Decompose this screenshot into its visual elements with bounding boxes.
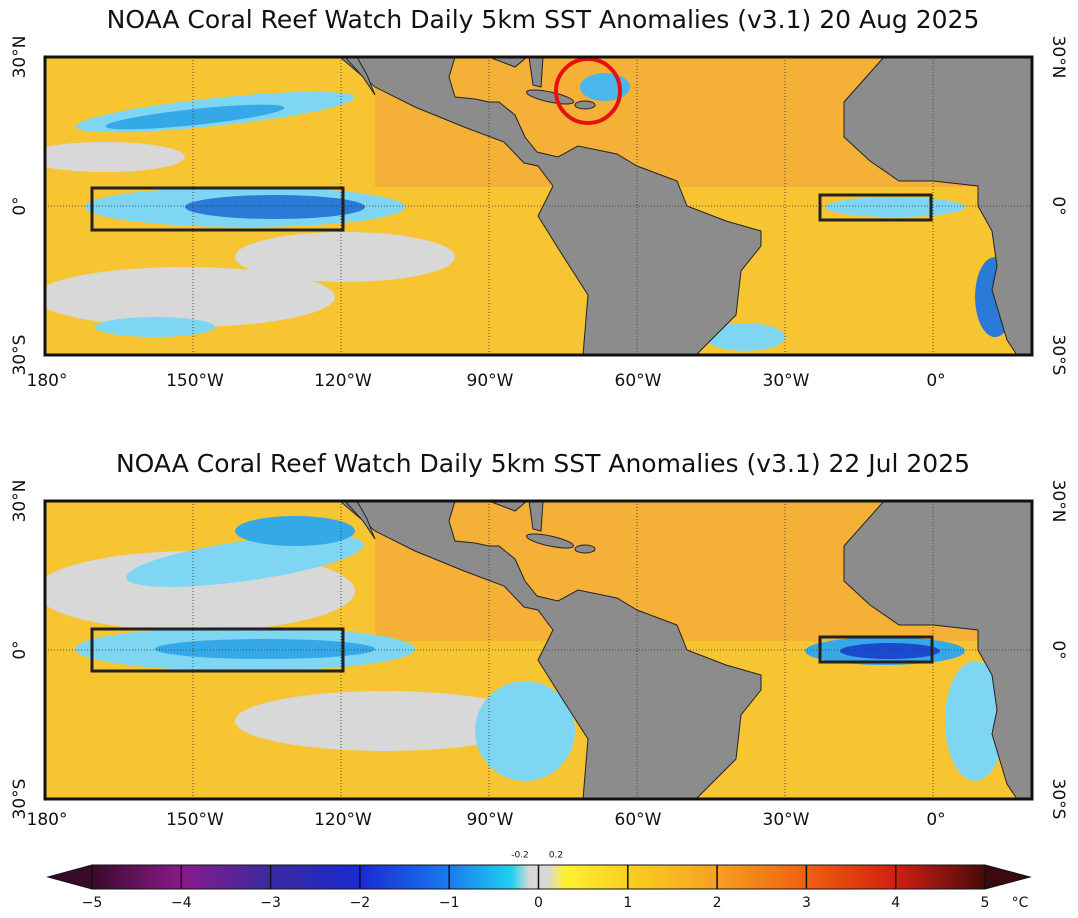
lat-label-left: 0° [10,640,30,659]
lon-label: 0° [926,371,945,391]
lon-label: 180° [27,810,68,830]
colorbar-tick-label: 2 [713,895,722,911]
lat-label-right: 30°N [1048,36,1068,79]
lat-label-left: 30°S [10,779,30,820]
lon-label: 30°W [763,371,810,391]
lat-label-right: 0° [1048,196,1068,215]
lon-label: 120°W [314,371,372,391]
lon-label: 60°W [615,371,662,391]
lon-label: 150°W [166,371,224,391]
colorbar-tick-label: 3 [802,895,811,911]
lat-label-left: 30°N [10,36,30,79]
colorbar-fine-label: 0.2 [549,851,563,861]
lat-label-right: 30°N [1048,480,1068,523]
map-panel-1 [43,55,1034,357]
lat-label-left: 30°S [10,335,30,376]
lat-label-right: 0° [1048,640,1068,659]
colorbar-tick-label: 5 [981,895,990,911]
lon-label: 30°W [763,810,810,830]
colorbar-tick-label: 1 [623,895,632,911]
map-panel-2 [43,499,1034,801]
panel-title: NOAA Coral Reef Watch Daily 5km SST Anom… [107,5,980,34]
lat-label-right: 30°S [1048,779,1068,820]
lat-label-left: 0° [10,196,30,215]
colorbar-tick-label: −1 [439,895,460,911]
colorbar-tick-label: 0 [534,895,543,911]
lon-label: 180° [27,371,68,391]
lon-label: 150°W [166,810,224,830]
lon-label: 60°W [615,810,662,830]
lat-label-right: 30°S [1048,335,1068,376]
colorbar-tick-label: −4 [171,895,192,911]
colorbar-tick-label: −5 [82,895,103,911]
lat-label-left: 30°N [10,480,30,523]
colorbar-fine-label: -0.2 [511,851,529,861]
lon-label: 90°W [467,810,514,830]
colorbar-tick-label: −2 [350,895,371,911]
colorbar-unit: °C [1012,895,1029,911]
panel-title: NOAA Coral Reef Watch Daily 5km SST Anom… [116,449,970,478]
lon-label: 90°W [467,371,514,391]
lon-label: 0° [926,810,945,830]
colorbar-tick-label: 4 [891,895,900,911]
lon-label: 120°W [314,810,372,830]
colorbar-tick-label: −3 [260,895,281,911]
